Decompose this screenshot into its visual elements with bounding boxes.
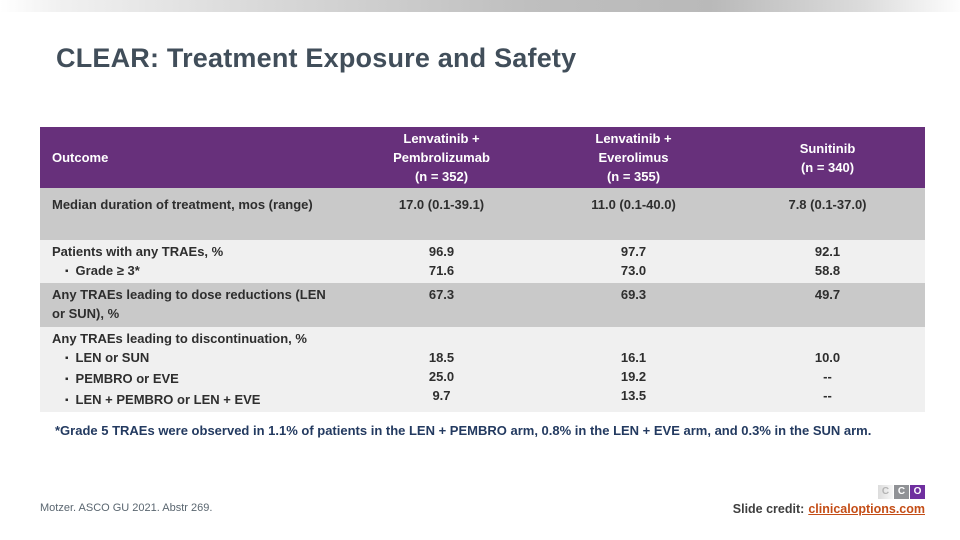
table-row: Median duration of treatment, mos (range… xyxy=(40,188,925,240)
column-header-arm-3: Sunitinib (n = 340) xyxy=(799,140,856,175)
logo-tile-o-2: O xyxy=(910,485,925,499)
cell-value: 16.1 19.2 13.5 xyxy=(620,350,647,403)
row-label-line: Any TRAEs leading to dose reductions (LE… xyxy=(52,285,338,323)
row-label-bullet-line: ▪ Grade ≥ 3* xyxy=(52,261,338,282)
table-body: Median duration of treatment, mos (range… xyxy=(40,188,925,412)
cell-value: 18.5 25.0 9.7 xyxy=(428,350,455,403)
table-row: Any TRAEs leading to discontinuation, % ▪… xyxy=(40,327,925,412)
cell-value: 49.7 xyxy=(814,287,841,302)
row-label-bullet-line: ▪ LEN + PEMBRO or LEN + EVE xyxy=(52,390,338,411)
cell-value: 69.3 xyxy=(620,287,647,302)
square-bullet-icon: ▪ xyxy=(65,353,69,364)
row-label-text: PEMBRO or EVE xyxy=(75,371,179,386)
row-label: Median duration of treatment, mos (range… xyxy=(40,188,346,240)
row-label-line: Median duration of treatment, mos (range… xyxy=(52,195,338,214)
cell-value: 67.3 xyxy=(428,287,455,302)
credit-line: Slide credit: clinicaloptions.com xyxy=(733,502,925,516)
table-header-row: Outcome Lenvatinib + Pembrolizumab (n = 3… xyxy=(40,127,925,188)
row-label-text: Grade ≥ 3* xyxy=(75,263,140,278)
row-label: Patients with any TRAEs, % ▪ Grade ≥ 3* xyxy=(40,240,346,283)
row-label-text: Median duration of treatment, mos (range… xyxy=(52,197,313,212)
cell-value: 97.7 73.0 xyxy=(620,244,647,278)
column-header-outcome: Outcome xyxy=(52,150,109,165)
row-label-text: Any TRAEs leading to dose reductions (LE… xyxy=(52,287,326,321)
row-label-bullet-line: ▪ LEN or SUN xyxy=(52,348,338,369)
row-label: Any TRAEs leading to dose reductions (LE… xyxy=(40,283,346,327)
cell-value: 92.1 58.8 xyxy=(814,244,841,278)
cell-value: 17.0 (0.1-39.1) xyxy=(398,197,485,212)
reference-citation: Motzer. ASCO GU 2021. Abstr 269. xyxy=(40,502,213,514)
row-label-line: Patients with any TRAEs, % xyxy=(52,242,338,261)
row-label-line: Any TRAEs leading to discontinuation, % xyxy=(52,329,338,348)
cell-value: 11.0 (0.1-40.0) xyxy=(591,197,676,212)
safety-table: Outcome Lenvatinib + Pembrolizumab (n = 3… xyxy=(40,127,925,412)
credit-label: Slide credit: xyxy=(732,502,805,516)
row-label-bullet-line: ▪ PEMBRO or EVE xyxy=(52,369,338,390)
row-label-text: LEN or SUN xyxy=(75,350,150,365)
column-header-arm-1: Lenvatinib + Pembrolizumab (n = 352) xyxy=(393,131,490,184)
footnote: *Grade 5 TRAEs were observed in 1.1% of … xyxy=(55,423,872,438)
cell-value: 10.0 -- -- xyxy=(814,350,841,403)
row-label-text: Any TRAEs leading to discontinuation, % xyxy=(52,331,307,346)
slide-title: CLEAR: Treatment Exposure and Safety xyxy=(56,43,577,73)
cell-value: 96.9 71.6 xyxy=(428,244,455,278)
square-bullet-icon: ▪ xyxy=(65,395,69,406)
table-row: Any TRAEs leading to dose reductions (LE… xyxy=(40,283,925,327)
table-row: Patients with any TRAEs, % ▪ Grade ≥ 3* 96.… xyxy=(40,240,925,283)
square-bullet-icon: ▪ xyxy=(65,266,69,277)
cell-value: 7.8 (0.1-37.0) xyxy=(788,197,867,212)
column-header-arm-2: Lenvatinib + Everolimus (n = 355) xyxy=(595,131,672,184)
row-label: Any TRAEs leading to discontinuation, % ▪… xyxy=(40,327,346,412)
credit-link[interactable]: clinicaloptions.com xyxy=(808,502,925,516)
row-label-text: LEN + PEMBRO or LEN + EVE xyxy=(75,392,261,407)
square-bullet-icon: ▪ xyxy=(65,374,69,385)
logo-tile-c-0: C xyxy=(878,485,893,499)
logo-tile-c-1: C xyxy=(894,485,909,499)
row-label-text: Patients with any TRAEs, % xyxy=(52,244,224,259)
top-gradient-bar xyxy=(0,0,960,12)
